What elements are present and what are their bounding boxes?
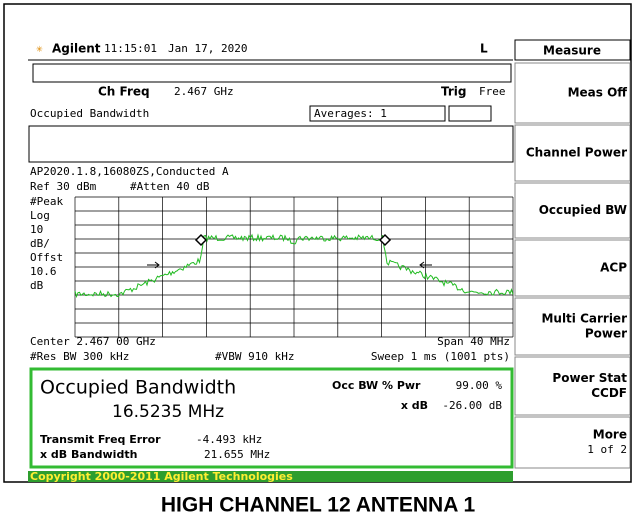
scale-label: dB bbox=[30, 279, 44, 292]
softkey[interactable] bbox=[514, 182, 631, 239]
result-title: Occupied Bandwidth bbox=[40, 377, 236, 399]
date: Jan 17, 2020 bbox=[168, 42, 247, 55]
softkey-label: 1 of 2 bbox=[587, 443, 627, 456]
freq-err: -4.493 kHz bbox=[196, 433, 262, 446]
menu-title: Measure bbox=[543, 44, 601, 58]
message-box bbox=[28, 125, 514, 163]
softkey[interactable] bbox=[514, 297, 631, 356]
xdb-markers bbox=[147, 261, 432, 269]
attenuation: #Atten 40 dB bbox=[130, 180, 210, 193]
trig: Free bbox=[479, 85, 506, 98]
xdb-bw: 21.655 MHz bbox=[204, 448, 270, 461]
softkey-menu: Measure Meas Off Channel Power Occupied BW A… bbox=[514, 39, 631, 469]
softkey-label: Power Stat bbox=[552, 371, 627, 385]
center: Center 2.467 00 GHz bbox=[30, 335, 156, 348]
softkey-label: Meas Off bbox=[568, 86, 628, 100]
menu-title-box bbox=[514, 39, 631, 61]
freq-err-label: Transmit Freq Error bbox=[40, 433, 161, 446]
scale-label: #Peak bbox=[30, 195, 63, 208]
softkey[interactable] bbox=[514, 62, 631, 124]
copyright: Copyright 2000-2011 Agilent Technologies bbox=[30, 470, 293, 483]
sweep: Sweep 1 ms (1001 pts) bbox=[371, 350, 510, 363]
softkey-label: Power bbox=[585, 327, 627, 341]
brand: Agilent bbox=[52, 42, 101, 56]
scale-label: Offst bbox=[30, 251, 63, 264]
measurement: Occupied Bandwidth bbox=[30, 107, 149, 120]
trace-title: AP2020.1.8,16080ZS,Conducted A bbox=[30, 165, 229, 178]
scale-label: Log bbox=[30, 209, 50, 222]
time: 11:15:01 bbox=[104, 42, 157, 55]
result-box bbox=[29, 367, 514, 469]
pwr: 99.00 % bbox=[456, 379, 503, 392]
obw-markers bbox=[194, 233, 392, 247]
mode: L bbox=[480, 42, 488, 56]
avg-box bbox=[309, 105, 446, 122]
ref-level: Ref 30 dBm bbox=[30, 180, 97, 193]
averages: Averages: 1 bbox=[314, 107, 387, 120]
result-bandwidth: 16.5235 MHz bbox=[112, 402, 224, 422]
avg-count-box bbox=[448, 105, 492, 122]
softkey[interactable] bbox=[514, 124, 631, 182]
softkey[interactable] bbox=[514, 239, 631, 297]
softkey-label: Multi Carrier bbox=[541, 312, 627, 326]
logo: ✳ bbox=[36, 42, 43, 55]
scale-label: 10.6 bbox=[30, 265, 57, 278]
softkey[interactable] bbox=[514, 356, 631, 416]
softkey-label: ACP bbox=[600, 261, 627, 275]
xdb-bw-label: x dB Bandwidth bbox=[40, 448, 137, 461]
ch-freq: 2.467 GHz bbox=[174, 85, 234, 98]
softkey-label: Occupied BW bbox=[539, 203, 627, 217]
graticule bbox=[74, 196, 514, 338]
ch-freq-label: Ch Freq bbox=[98, 85, 150, 99]
softkey-label: CCDF bbox=[591, 386, 627, 400]
softkey-label: Channel Power bbox=[526, 146, 627, 160]
span: Span 40 MHz bbox=[437, 335, 510, 348]
footer-bar bbox=[28, 471, 513, 482]
field-box bbox=[32, 63, 512, 83]
caption: HIGH CHANNEL 12 ANTENNA 1 bbox=[161, 494, 476, 517]
scale-label: 10 bbox=[30, 223, 43, 236]
rbw: #Res BW 300 kHz bbox=[30, 350, 129, 363]
vbw: #VBW 910 kHz bbox=[215, 350, 294, 363]
xdb-label: x dB bbox=[401, 399, 428, 412]
pwr-label: Occ BW % Pwr bbox=[332, 379, 421, 392]
trig-label: Trig bbox=[441, 85, 467, 99]
softkey-label: More bbox=[593, 428, 627, 442]
scale-label: dB/ bbox=[30, 237, 50, 250]
softkey[interactable] bbox=[514, 416, 631, 469]
spectrum-trace bbox=[74, 233, 514, 299]
xdb: -26.00 dB bbox=[442, 399, 502, 412]
